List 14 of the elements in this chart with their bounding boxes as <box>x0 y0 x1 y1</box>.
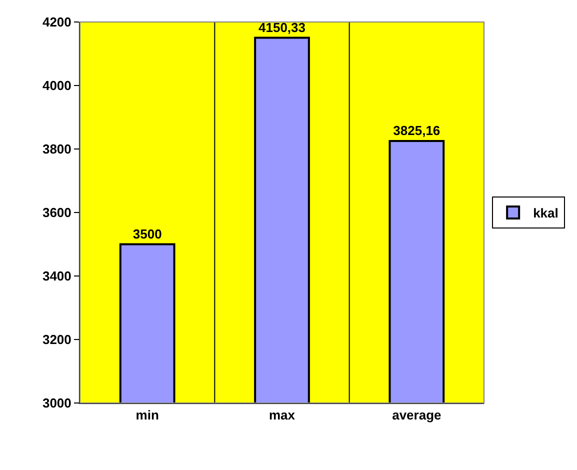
x-tick-label: average <box>392 408 442 423</box>
legend-label: kkal <box>533 206 558 221</box>
y-tick-label: 4000 <box>42 78 72 94</box>
y-tick-label: 3600 <box>42 205 72 220</box>
y-tick-label: 3800 <box>42 142 72 157</box>
y-tick-label: 3400 <box>42 268 72 284</box>
y-tick-label: 3200 <box>42 332 72 348</box>
x-tick-label: max <box>268 408 296 423</box>
y-tick-label: 4200 <box>42 14 72 30</box>
data-label: 3500 <box>132 226 162 242</box>
data-label: 4150,33 <box>258 20 306 35</box>
y-tick-label: 3000 <box>42 396 72 411</box>
x-tick-label: min <box>136 408 159 423</box>
data-label: 3825,16 <box>393 123 440 138</box>
